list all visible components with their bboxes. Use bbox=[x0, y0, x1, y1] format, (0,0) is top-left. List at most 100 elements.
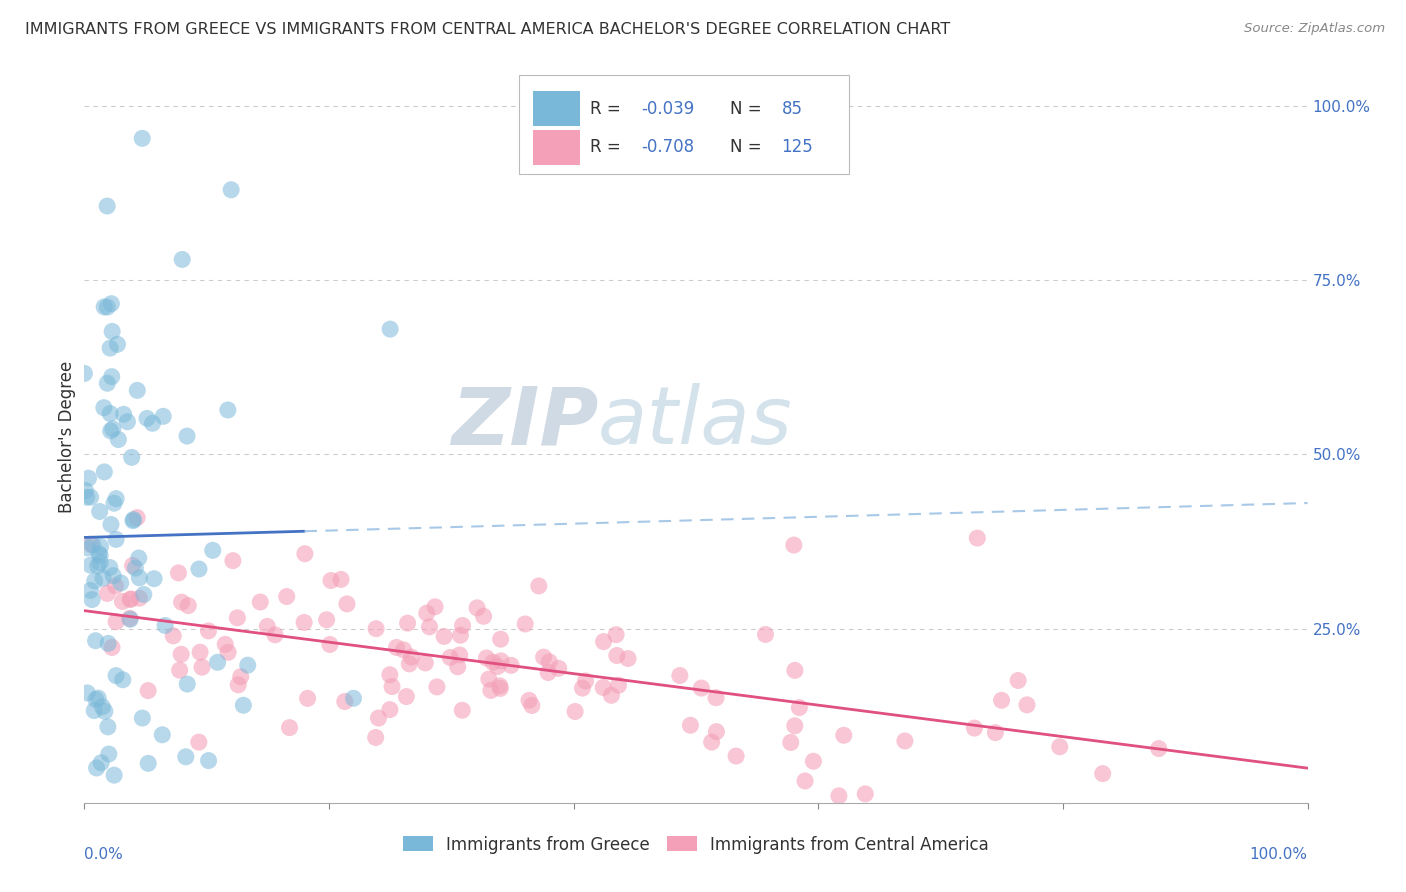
Point bbox=[105, 491, 128, 506]
Point bbox=[520, 698, 543, 713]
Point bbox=[83, 574, 105, 588]
Point bbox=[101, 422, 124, 436]
Point bbox=[416, 606, 439, 620]
Point bbox=[489, 654, 512, 668]
Point bbox=[319, 574, 342, 588]
Point bbox=[188, 645, 211, 659]
Point bbox=[214, 637, 236, 651]
Point bbox=[75, 483, 97, 498]
Point bbox=[232, 698, 254, 713]
Text: atlas: atlas bbox=[598, 384, 793, 461]
Point bbox=[447, 660, 470, 674]
Point bbox=[779, 735, 801, 749]
Point bbox=[794, 774, 817, 789]
Point bbox=[176, 429, 198, 443]
Point bbox=[79, 558, 101, 573]
Point bbox=[783, 719, 806, 733]
Point bbox=[97, 636, 120, 650]
Point bbox=[501, 658, 523, 673]
Point bbox=[706, 724, 728, 739]
Y-axis label: Bachelor's Degree: Bachelor's Degree bbox=[58, 361, 76, 513]
Point bbox=[479, 683, 502, 698]
Point bbox=[128, 551, 150, 566]
Point bbox=[107, 337, 129, 351]
Point bbox=[201, 543, 224, 558]
Point bbox=[127, 510, 149, 524]
Point bbox=[132, 587, 155, 601]
Point bbox=[141, 417, 163, 431]
Point bbox=[803, 754, 825, 768]
Legend: Immigrants from Greece, Immigrants from Central America: Immigrants from Greece, Immigrants from … bbox=[396, 829, 995, 860]
Bar bbox=[533, 130, 579, 165]
Point bbox=[150, 728, 173, 742]
Point bbox=[120, 592, 142, 607]
Point bbox=[449, 628, 471, 642]
Point bbox=[162, 629, 184, 643]
FancyBboxPatch shape bbox=[519, 75, 849, 174]
Point bbox=[107, 433, 129, 447]
Point bbox=[197, 754, 219, 768]
Point bbox=[336, 597, 359, 611]
Point bbox=[396, 616, 419, 631]
Point bbox=[236, 658, 259, 673]
Point bbox=[426, 680, 449, 694]
Point bbox=[789, 700, 811, 714]
Point bbox=[96, 199, 118, 213]
Point bbox=[80, 537, 103, 551]
Point bbox=[1147, 741, 1170, 756]
Point bbox=[478, 672, 501, 686]
Point bbox=[963, 721, 986, 735]
Point bbox=[89, 540, 111, 554]
Point bbox=[76, 686, 98, 700]
Text: R =: R = bbox=[589, 138, 626, 156]
Point bbox=[1015, 698, 1038, 712]
Text: 85: 85 bbox=[782, 100, 803, 118]
Point bbox=[128, 591, 150, 606]
Point bbox=[100, 424, 122, 438]
Point bbox=[783, 538, 806, 552]
Point bbox=[385, 640, 408, 655]
Point bbox=[170, 595, 193, 609]
Point bbox=[89, 549, 111, 563]
Point bbox=[330, 573, 353, 587]
Point bbox=[475, 651, 498, 665]
Point bbox=[121, 558, 143, 573]
Point bbox=[121, 450, 143, 465]
Point bbox=[83, 704, 105, 718]
Point bbox=[217, 403, 239, 417]
Text: 0.0%: 0.0% bbox=[84, 847, 124, 862]
Point bbox=[398, 657, 420, 671]
Point bbox=[488, 679, 510, 693]
Text: Source: ZipAtlas.com: Source: ZipAtlas.com bbox=[1244, 22, 1385, 36]
Point bbox=[117, 415, 139, 429]
Text: -0.708: -0.708 bbox=[641, 138, 695, 156]
Point bbox=[136, 683, 159, 698]
Point bbox=[754, 627, 776, 641]
Point bbox=[89, 556, 111, 570]
Point bbox=[381, 680, 404, 694]
Point bbox=[110, 576, 132, 591]
Point bbox=[1007, 673, 1029, 688]
Point bbox=[82, 538, 104, 552]
Point bbox=[176, 677, 198, 691]
Point bbox=[128, 571, 150, 585]
Point bbox=[93, 465, 115, 479]
Point bbox=[98, 560, 121, 574]
Point bbox=[152, 409, 174, 424]
Point bbox=[122, 514, 145, 528]
Point bbox=[188, 562, 211, 576]
Point bbox=[413, 656, 436, 670]
Point bbox=[77, 471, 100, 485]
Point bbox=[111, 594, 134, 608]
Point bbox=[86, 761, 108, 775]
Point bbox=[378, 703, 401, 717]
Point bbox=[401, 650, 423, 665]
Point bbox=[97, 747, 120, 761]
Point bbox=[990, 693, 1012, 707]
Point bbox=[111, 673, 134, 687]
Point bbox=[482, 655, 505, 669]
Point bbox=[564, 705, 586, 719]
Text: N =: N = bbox=[730, 138, 768, 156]
Point bbox=[96, 586, 118, 600]
Point bbox=[547, 661, 569, 675]
